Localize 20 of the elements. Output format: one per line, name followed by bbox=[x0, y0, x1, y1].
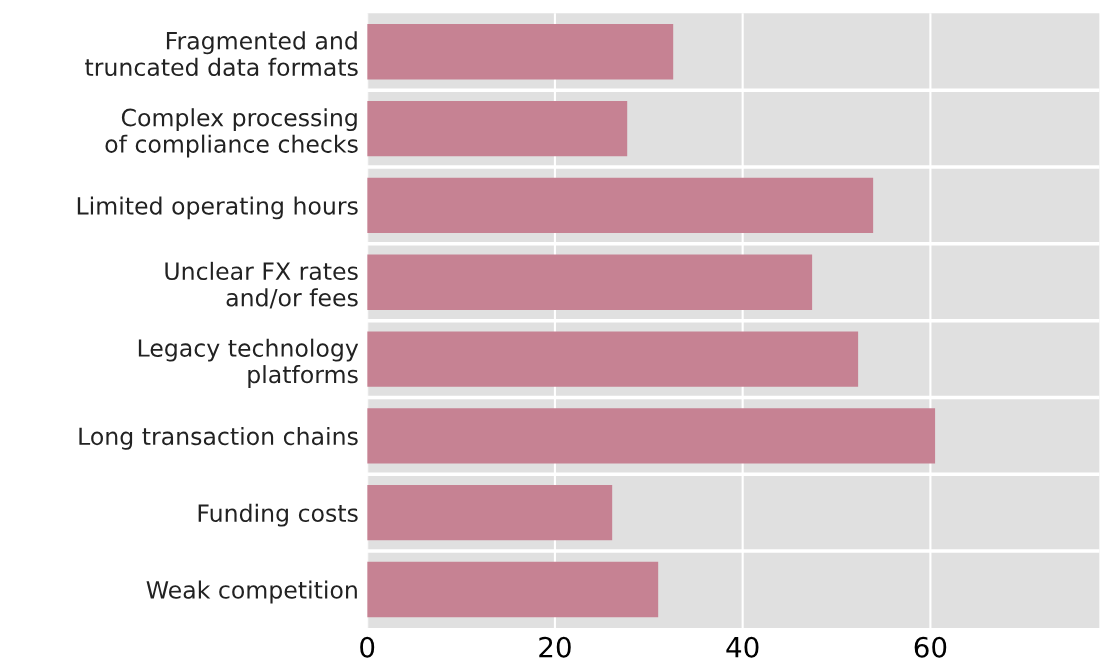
x-tick-label: 20 bbox=[539, 636, 571, 658]
y-tick-label: Funding costs bbox=[198, 503, 358, 527]
bar bbox=[367, 331, 859, 387]
bar bbox=[367, 100, 628, 157]
x-tick-label: 60 bbox=[914, 636, 947, 658]
bar bbox=[367, 485, 613, 541]
y-tick-label: Fragmented and truncated data formats bbox=[85, 31, 358, 77]
bar bbox=[367, 408, 936, 464]
bar bbox=[367, 177, 874, 234]
y-tick-label: Long transaction chains bbox=[79, 426, 358, 450]
bar bbox=[367, 561, 659, 618]
y-tick-label: Weak competition bbox=[146, 580, 357, 604]
y-tick-label: Unclear FX rates and/or fees bbox=[165, 261, 358, 309]
x-tick-label: 0 bbox=[360, 636, 375, 658]
y-tick-label: Complex processing of compliance checks bbox=[105, 108, 358, 158]
bar bbox=[367, 254, 813, 310]
y-tick-label: Limited operating hours bbox=[77, 196, 358, 220]
y-tick-label: Legacy technology platforms bbox=[138, 338, 359, 388]
x-tick-label: 40 bbox=[726, 636, 759, 658]
bar bbox=[367, 24, 674, 80]
